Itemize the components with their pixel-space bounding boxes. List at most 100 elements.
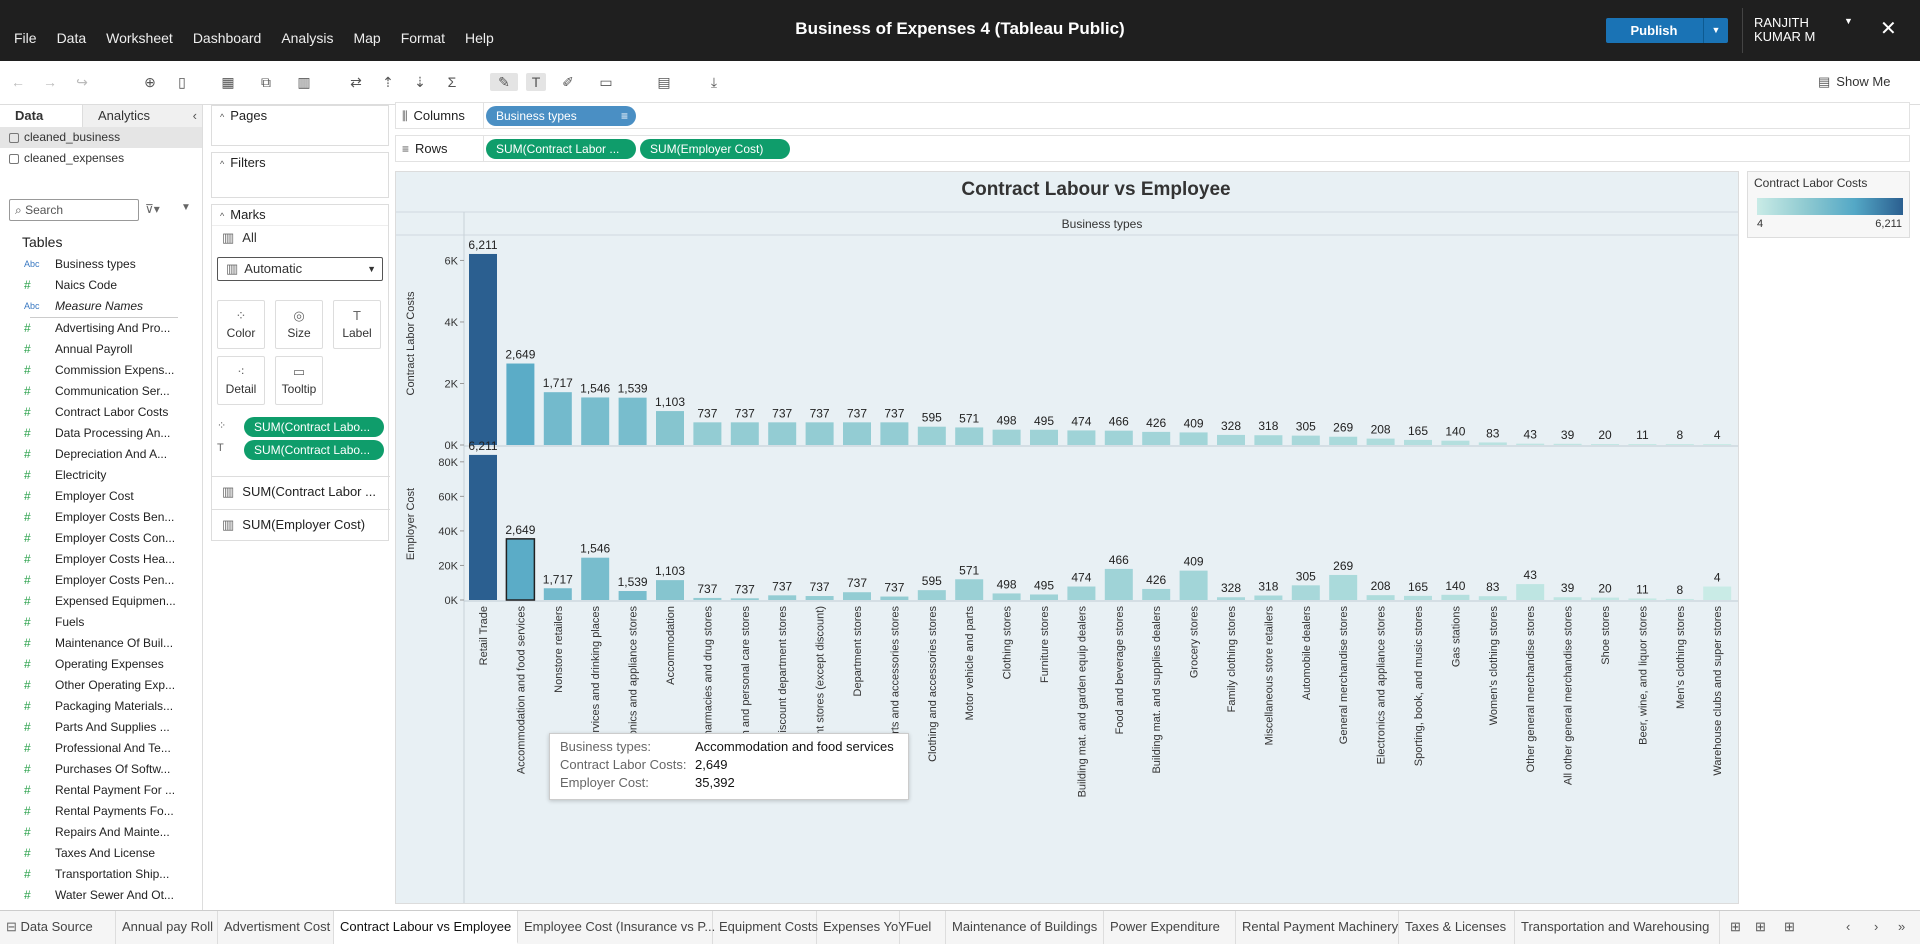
bar[interactable] [1254,595,1283,600]
tab-data[interactable]: Data [0,105,82,127]
bar[interactable] [730,422,759,445]
back-icon[interactable]: ← [11,74,25,90]
bar[interactable] [1329,436,1358,445]
bar[interactable] [1628,444,1657,445]
field-item[interactable]: # Employer Costs Ben... [0,507,202,528]
bar[interactable] [656,411,684,445]
sheet-tab[interactable]: Equipment Costs [713,911,818,944]
field-item[interactable]: # Water Sewer And Ot... [0,885,202,906]
menu-format[interactable]: Format [400,30,446,46]
field-item[interactable]: # Professional And Te... [0,738,202,759]
bar[interactable] [730,598,759,600]
bar[interactable] [1030,429,1058,445]
sheet-tab[interactable]: Annual pay Roll [116,911,218,944]
bar[interactable] [581,397,610,445]
menu-dashboard[interactable]: Dashboard [192,30,262,46]
sum-icon[interactable]: Σ [447,74,457,90]
rows-shelf[interactable]: ≡ Rows SUM(Contract Labor ... SUM(Employe… [395,135,1910,162]
sheet-tab[interactable]: Expenses YoY [817,911,907,944]
bar[interactable] [1366,595,1395,600]
bar[interactable] [469,253,497,445]
bar[interactable] [1104,430,1133,445]
rows-pill[interactable]: SUM(Contract Labor ... [486,139,636,159]
field-item[interactable]: # Employer Costs Hea... [0,549,202,570]
bar[interactable] [1217,597,1245,600]
swap-icon[interactable]: ⇄ [350,74,362,90]
menu-data[interactable]: Data [56,30,87,46]
datasource-item[interactable]: cleaned_business [0,127,202,148]
bar[interactable] [843,422,871,445]
size-button[interactable]: ◎ Size [275,300,323,349]
bar[interactable] [805,422,834,445]
user-menu[interactable]: RANJITH KUMAR M [1754,16,1815,44]
duplicate-sheet-icon[interactable]: ⧉ [261,74,271,90]
bar[interactable] [1441,440,1470,445]
highlight-icon[interactable]: ✎ [490,73,518,91]
publish-label[interactable]: Publish [1630,23,1678,38]
detail-button[interactable]: ⁖ Detail [217,356,265,405]
redo-icon[interactable]: ↪ [76,74,88,90]
view-canvas[interactable]: Contract Labour vs Employee Business typ… [395,171,1739,904]
bar[interactable] [1291,435,1320,445]
bar[interactable] [1030,594,1058,600]
bar[interactable] [543,392,572,445]
field-item[interactable]: # Employer Costs Con... [0,528,202,549]
bar[interactable] [693,597,722,600]
filter-icon[interactable]: ⊽▾ [145,202,160,216]
bar[interactable] [1104,568,1133,600]
field-item[interactable]: # Parts And Supplies ... [0,717,202,738]
bar[interactable] [1703,586,1732,600]
bar[interactable] [1478,442,1507,445]
sheet-tab[interactable]: Fuel [900,911,946,944]
menu-map[interactable]: Map [353,30,381,46]
rows-pill[interactable]: SUM(Employer Cost) [640,139,790,159]
field-item[interactable]: # Expensed Equipmen... [0,591,202,612]
bar[interactable] [1478,596,1507,600]
bar[interactable] [992,429,1021,445]
menu-analysis[interactable]: Analysis [281,30,334,46]
bar[interactable] [768,422,797,445]
measure-tab[interactable]: ▥ SUM(Employer Cost) [212,509,390,539]
measure-tab[interactable]: ▥ SUM(Contract Labor ... [212,476,390,506]
sheet-tab[interactable]: Rental Payment Machinery [1236,911,1399,944]
bar[interactable] [505,538,536,601]
columns-pill[interactable]: Business types ≡ [486,106,636,126]
field-item[interactable]: # Taxes And License [0,843,202,864]
color-button[interactable]: ⁘ Color [217,300,265,349]
label-button[interactable]: T Label [333,300,381,349]
bar[interactable] [1516,443,1545,445]
bar[interactable] [880,422,909,445]
labels-icon[interactable]: T [526,73,546,91]
sheet-tab[interactable]: Transportation and Warehousing [1515,911,1720,944]
bar[interactable] [1591,597,1619,600]
bar[interactable] [1703,444,1732,445]
sheet-tab[interactable]: Power Expenditure [1104,911,1236,944]
bar[interactable] [693,422,722,445]
field-item[interactable]: # Contract Labor Costs [0,402,202,423]
bar[interactable] [1516,584,1545,600]
menu-help[interactable]: Help [465,30,494,46]
new-worksheet-icon[interactable]: ⊞ [1730,919,1741,934]
publish-button[interactable]: Publish ▼ [1606,18,1728,43]
new-worksheet-icon[interactable]: ▦ [221,74,235,90]
bar[interactable] [1291,585,1320,600]
bar[interactable] [656,580,684,600]
sheet-tab[interactable]: Employee Cost (Insurance vs P... [518,911,715,944]
field-item[interactable]: Abc Business types [0,254,202,275]
show-me-button[interactable]: ▤ Show Me [1818,74,1891,90]
field-item[interactable]: # Rental Payments Fo... [0,801,202,822]
bar[interactable] [992,593,1021,600]
field-item[interactable]: # Operating Expenses [0,654,202,675]
field-item[interactable]: # Packaging Materials... [0,696,202,717]
bar[interactable] [917,426,946,445]
close-icon[interactable]: ✕ [1880,18,1897,40]
forward-icon[interactable]: → [43,74,57,90]
field-item[interactable]: # Depreciation And A... [0,444,202,465]
bar[interactable] [581,557,610,600]
field-item[interactable]: # Repairs And Mainte... [0,822,202,843]
field-item[interactable]: # Other Operating Exp... [0,675,202,696]
filters-card[interactable]: ^ Filters [211,152,389,198]
field-item[interactable]: # Employer Costs Pen... [0,570,202,591]
bar[interactable] [1254,435,1283,445]
field-item[interactable]: # Purchases Of Softw... [0,759,202,780]
